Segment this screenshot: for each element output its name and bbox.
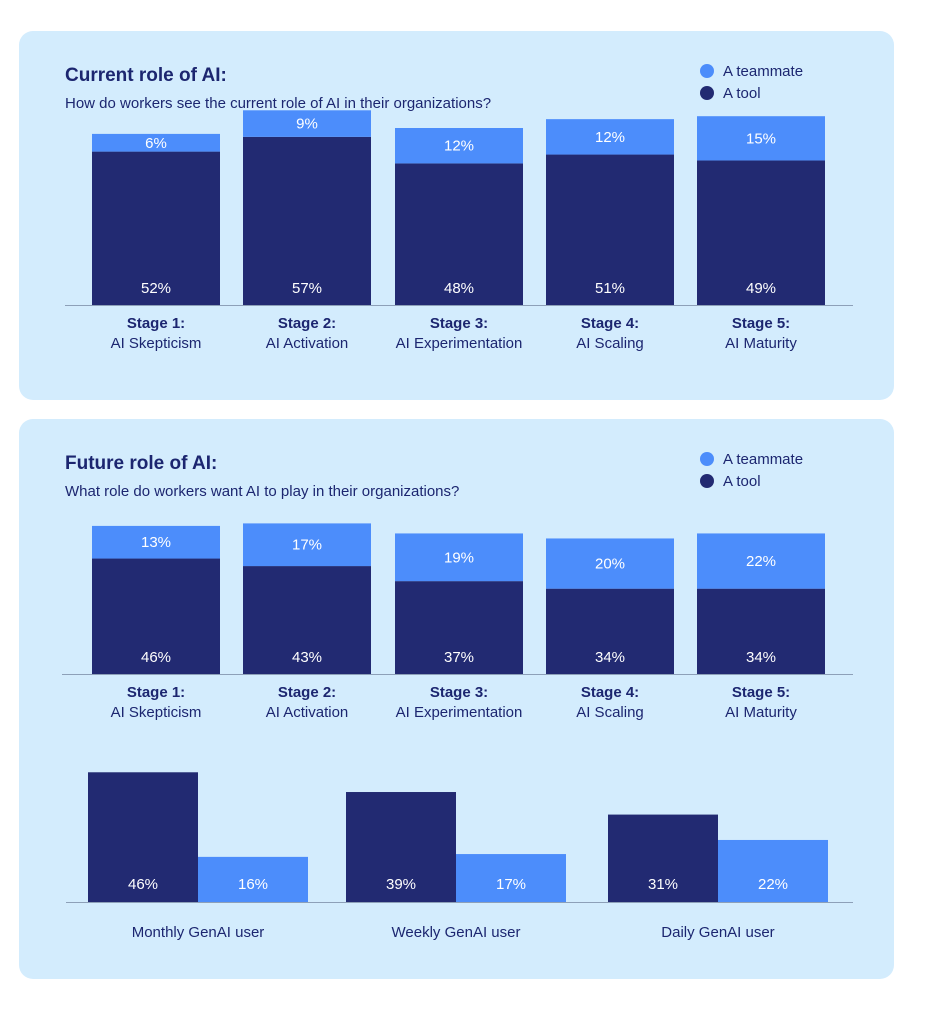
data-label-teammate: 22% xyxy=(758,876,788,893)
bar-segment-tool xyxy=(697,588,825,674)
data-label-teammate: 6% xyxy=(145,135,167,152)
data-label-teammate: 15% xyxy=(746,130,776,147)
bar-segment-tool xyxy=(395,581,523,674)
data-label-teammate: 17% xyxy=(292,537,322,554)
bar-tool xyxy=(88,772,198,902)
data-label-teammate: 16% xyxy=(238,876,268,893)
bar-segment-tool xyxy=(243,566,371,674)
bar-segment-teammate xyxy=(546,119,674,155)
data-label-tool: 51% xyxy=(595,280,625,297)
legend-swatch-teammate xyxy=(700,452,714,466)
bar-tool xyxy=(346,792,456,902)
legend-label: A teammate xyxy=(723,450,804,468)
data-label-tool: 48% xyxy=(444,280,474,297)
data-label-teammate: 20% xyxy=(595,556,625,573)
legend-label: A teammate xyxy=(723,62,804,80)
legend-item-tool: A tool xyxy=(700,82,803,104)
category-label-name: AI Activation xyxy=(266,335,349,352)
bar-segment-tool xyxy=(92,151,220,305)
chart-title: Future role of AI: xyxy=(65,453,218,474)
category-label-stage: Stage 4: xyxy=(581,684,639,701)
chart-subtitle: What role do workers want AI to play in … xyxy=(65,483,460,500)
bar-segment-teammate xyxy=(395,533,523,582)
data-label-tool: 46% xyxy=(128,876,158,893)
category-label-stage: Stage 2: xyxy=(278,684,336,701)
bar-segment-teammate xyxy=(243,523,371,567)
chart-subtitle: How do workers see the current role of A… xyxy=(65,95,492,112)
bar-segment-tool xyxy=(697,160,825,305)
data-label-tool: 31% xyxy=(648,876,678,893)
bar-segment-tool xyxy=(395,163,523,305)
bar-segment-teammate xyxy=(92,133,220,152)
legend: A teammate A tool xyxy=(700,448,803,492)
legend-swatch-teammate xyxy=(700,64,714,78)
bar-segment-teammate xyxy=(92,525,220,559)
bar-teammate xyxy=(198,856,308,902)
data-label-teammate: 17% xyxy=(496,876,526,893)
category-label: Daily GenAI user xyxy=(661,924,774,941)
bar-segment-tool xyxy=(546,588,674,674)
data-label-tool: 43% xyxy=(292,649,322,666)
chart-title: Current role of AI: xyxy=(65,65,227,86)
category-label-stage: Stage 5: xyxy=(732,684,790,701)
category-label-name: AI Scaling xyxy=(576,335,644,352)
category-label-name: AI Activation xyxy=(266,704,349,721)
data-label-tool: 57% xyxy=(292,280,322,297)
legend-label: A tool xyxy=(723,472,761,490)
bar-segment-tool xyxy=(546,154,674,305)
category-label-stage: Stage 5: xyxy=(732,315,790,332)
data-label-teammate: 22% xyxy=(746,553,776,570)
category-label-name: AI Maturity xyxy=(725,335,797,352)
legend: A teammate A tool xyxy=(700,60,803,104)
bar-segment-tool xyxy=(92,558,220,674)
category-label-name: AI Experimentation xyxy=(396,704,523,721)
legend-swatch-tool xyxy=(700,86,714,100)
legend-item-teammate: A teammate xyxy=(700,448,803,470)
category-label-stage: Stage 2: xyxy=(278,315,336,332)
data-label-tool: 49% xyxy=(746,280,776,297)
data-label-teammate: 12% xyxy=(444,138,474,155)
category-label-stage: Stage 4: xyxy=(581,315,639,332)
data-label-teammate: 13% xyxy=(141,534,171,551)
data-label-tool: 34% xyxy=(746,649,776,666)
legend-item-tool: A tool xyxy=(700,470,803,492)
data-label-tool: 46% xyxy=(141,649,171,666)
bar-teammate xyxy=(456,854,566,902)
category-label-name: AI Skepticism xyxy=(111,704,202,721)
bar-segment-teammate xyxy=(243,110,371,137)
bar-segment-teammate xyxy=(395,128,523,164)
data-label-tool: 52% xyxy=(141,280,171,297)
data-label-tool: 34% xyxy=(595,649,625,666)
bar-segment-tool xyxy=(243,136,371,305)
data-label-teammate: 19% xyxy=(444,549,474,566)
category-label-name: AI Experimentation xyxy=(396,335,523,352)
category-label-stage: Stage 1: xyxy=(127,315,185,332)
category-label-name: AI Skepticism xyxy=(111,335,202,352)
data-label-teammate: 9% xyxy=(296,116,318,133)
bar-segment-teammate xyxy=(546,538,674,589)
bar-segment-teammate xyxy=(697,533,825,589)
data-label-tool: 37% xyxy=(444,649,474,666)
bar-teammate xyxy=(718,839,828,902)
data-label-tool: 39% xyxy=(386,876,416,893)
bar-segment-teammate xyxy=(697,116,825,161)
category-label-stage: Stage 3: xyxy=(430,684,488,701)
category-label-stage: Stage 3: xyxy=(430,315,488,332)
category-label-stage: Stage 1: xyxy=(127,684,185,701)
legend-swatch-tool xyxy=(700,474,714,488)
legend-item-teammate: A teammate xyxy=(700,60,803,82)
category-label: Weekly GenAI user xyxy=(392,924,521,941)
category-label-name: AI Scaling xyxy=(576,704,644,721)
data-label-teammate: 12% xyxy=(595,129,625,146)
bar-tool xyxy=(608,814,718,902)
category-label: Monthly GenAI user xyxy=(132,924,265,941)
category-label-name: AI Maturity xyxy=(725,704,797,721)
legend-label: A tool xyxy=(723,84,761,102)
